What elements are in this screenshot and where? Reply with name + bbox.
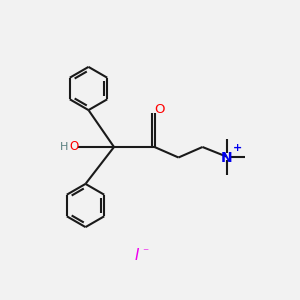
Text: +: +: [233, 143, 242, 153]
Text: ⁻: ⁻: [142, 247, 148, 260]
Text: N: N: [221, 151, 232, 165]
Text: I: I: [134, 248, 139, 262]
Text: O: O: [155, 103, 165, 116]
Text: O: O: [70, 140, 79, 154]
Text: H: H: [60, 142, 68, 152]
